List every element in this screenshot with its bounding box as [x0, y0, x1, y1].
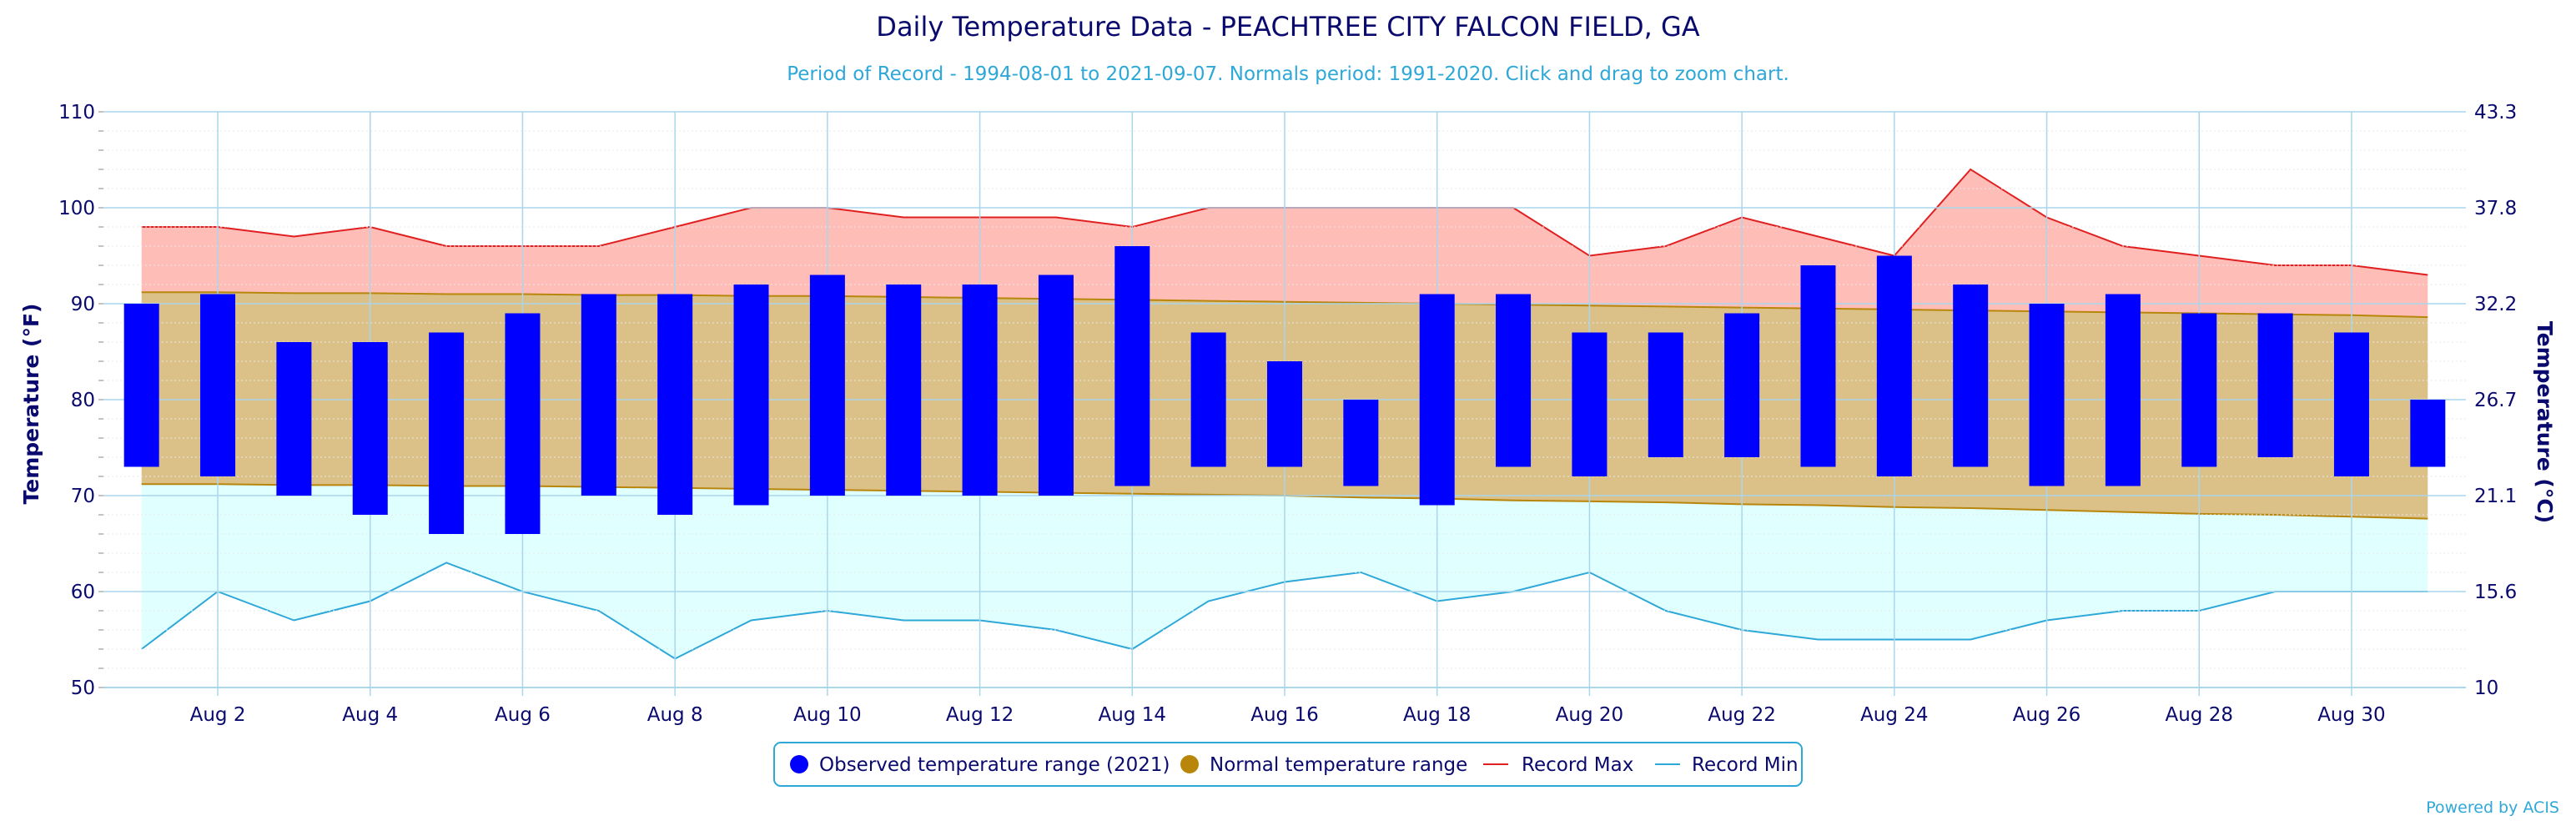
chart-subtitle: Period of Record - 1994-08-01 to 2021-09…: [787, 63, 1789, 85]
observed-bar: [200, 294, 236, 476]
legend-observed-marker: [790, 755, 808, 773]
observed-bar: [1114, 246, 1150, 486]
y-tick-label-left: 60: [71, 582, 95, 603]
y-tick-label-right: 26.7: [2474, 390, 2517, 411]
observed-bar: [123, 304, 159, 467]
x-tick-label: Aug 4: [342, 704, 398, 726]
legend-record-min-label[interactable]: Record Min: [1692, 754, 1799, 776]
observed-bar: [1572, 332, 1607, 476]
observed-bar: [1190, 332, 1226, 467]
y-tick-label-right: 15.6: [2474, 582, 2517, 603]
y-tick-label-left: 70: [71, 486, 95, 507]
observed-bar: [1876, 255, 1912, 476]
x-tick-label: Aug 8: [647, 704, 703, 726]
observed-bar: [2105, 294, 2141, 486]
y-tick-label-right: 10: [2474, 677, 2498, 699]
y-tick-label-left: 90: [71, 294, 95, 315]
legend-normal-label[interactable]: Normal temperature range: [1210, 754, 1467, 776]
y-tick-label-right: 43.3: [2474, 102, 2517, 123]
legend-observed-label[interactable]: Observed temperature range (2021): [819, 754, 1170, 776]
y-tick-label-left: 50: [71, 677, 95, 699]
axes: 50 10 60 15.6 70 21.1 80 26.7 90 32.2 100 37.8 110 43…: [58, 102, 2517, 726]
observed-bar: [2257, 313, 2293, 457]
observed-bar: [581, 294, 616, 496]
observed-bar: [809, 275, 845, 496]
observed-bar: [2029, 304, 2065, 486]
x-tick-label: Aug 26: [2013, 704, 2081, 726]
legend[interactable]: Observed temperature range (2021) Normal…: [773, 742, 1803, 787]
chart-title: Daily Temperature Data - PEACHTREE CITY …: [876, 11, 1700, 43]
x-tick-label: Aug 30: [2317, 704, 2386, 726]
x-tick-label: Aug 2: [190, 704, 246, 726]
observed-bar: [962, 285, 998, 496]
observed-bar: [276, 342, 312, 496]
observed-bar: [2333, 332, 2369, 476]
legend-normal-marker: [1180, 755, 1199, 773]
observed-bar: [1343, 400, 1379, 486]
x-tick-label: Aug 14: [1099, 704, 1167, 726]
y-tick-label-right: 21.1: [2474, 486, 2517, 507]
y-axis-left-title: Temperature (°F): [19, 304, 43, 505]
x-tick-label: Aug 28: [2166, 704, 2234, 726]
observed-bar: [352, 342, 388, 515]
observed-bar: [1800, 265, 1836, 467]
observed-bar: [1038, 275, 1074, 496]
observed-bar: [733, 285, 769, 506]
observed-bar: [1267, 361, 1302, 467]
x-tick-label: Aug 6: [495, 704, 551, 726]
observed-bar: [2181, 313, 2217, 467]
legend-box: [773, 742, 1803, 787]
observed-bar: [886, 285, 922, 496]
x-tick-label: Aug 12: [946, 704, 1014, 726]
x-tick-label: Aug 22: [1708, 704, 1776, 726]
x-tick-label: Aug 18: [1403, 704, 1472, 726]
y-tick-label-left: 110: [58, 102, 95, 123]
observed-bar: [657, 294, 693, 515]
y-axis-right-title: Temperature (°C): [2533, 321, 2557, 523]
x-tick-label: Aug 16: [1250, 704, 1319, 726]
observed-bar: [429, 332, 465, 534]
grid-lines: [103, 111, 2466, 688]
y-tick-label-right: 37.8: [2474, 198, 2517, 219]
observed-bar: [1953, 285, 1989, 467]
observed-bar: [505, 313, 541, 534]
observed-bar: [1648, 332, 1683, 457]
x-tick-label: Aug 10: [793, 704, 862, 726]
observed-bar: [2410, 400, 2446, 467]
observed-bar: [1419, 294, 1455, 506]
observed-bar: [1496, 294, 1532, 467]
y-tick-label-right: 32.2: [2474, 294, 2517, 315]
y-tick-label-left: 100: [58, 198, 95, 219]
observed-bars: [123, 246, 2446, 534]
legend-record-max-label[interactable]: Record Max: [1522, 754, 1633, 776]
acis-credit-link[interactable]: Powered by ACIS: [2426, 798, 2559, 817]
x-tick-label: Aug 20: [1556, 704, 1624, 726]
y-tick-label-left: 80: [71, 390, 95, 411]
observed-bar: [1724, 313, 1760, 457]
x-tick-label: Aug 24: [1860, 704, 1929, 726]
